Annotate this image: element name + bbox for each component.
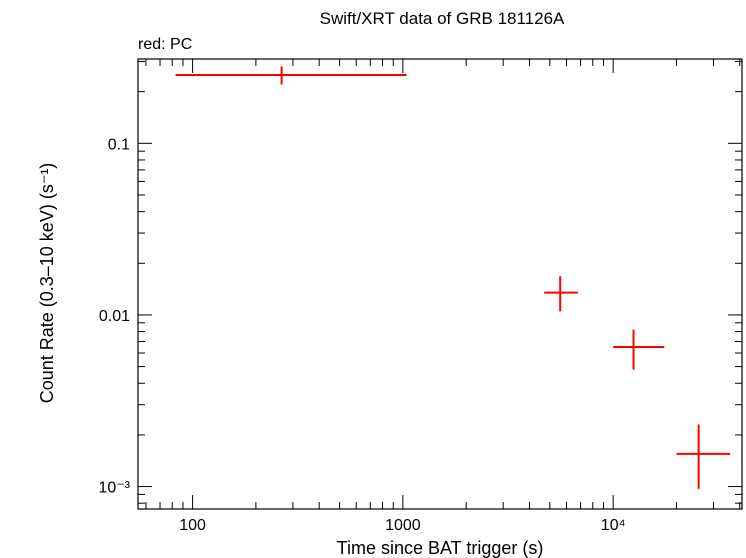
x-axis-label: Time since BAT trigger (s) [337,538,544,558]
data-point [175,66,407,85]
y-axis-ticks: 0.1 0.01 10⁻³ [98,60,742,504]
data-points [175,66,731,489]
plot-frame [137,58,743,510]
data-point [613,329,665,370]
y-tick-label: 0.01 [99,308,130,325]
chart-title: Swift/XRT data of GRB 181126A [320,9,565,28]
x-axis-ticks: 100 1000 10⁴ [145,59,741,534]
data-point [676,424,731,489]
x-tick-label: 10⁴ [601,517,626,534]
y-tick-label: 10⁻³ [98,480,130,497]
y-axis-label: Count Rate (0.3–10 keV) (s⁻¹) [37,163,57,404]
data-point [544,276,578,312]
x-tick-label: 100 [179,517,206,534]
series-tag: red: PC [138,36,192,53]
y-tick-label: 0.1 [108,136,130,153]
x-tick-label: 1000 [385,517,421,534]
